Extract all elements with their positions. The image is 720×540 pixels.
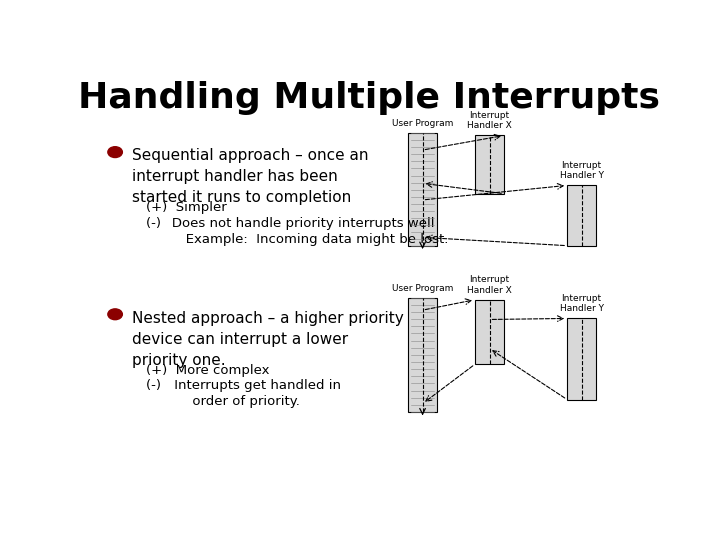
- Bar: [408, 298, 437, 412]
- Text: Sequential approach – once an
interrupt handler has been
started it runs to comp: Sequential approach – once an interrupt …: [132, 148, 369, 205]
- Text: (-)  Interrupts get handled in
       order of priority.: (-) Interrupts get handled in order of p…: [145, 379, 341, 408]
- Text: (+)  More complex: (+) More complex: [145, 364, 269, 377]
- Text: Interrupt
Handler Y: Interrupt Handler Y: [559, 294, 603, 313]
- Circle shape: [108, 309, 122, 320]
- Bar: [567, 185, 596, 246]
- Text: Interrupt
Handler X: Interrupt Handler X: [467, 111, 512, 131]
- Bar: [475, 300, 504, 364]
- Bar: [475, 136, 504, 194]
- Text: Interrupt
Handler Y: Interrupt Handler Y: [559, 161, 603, 180]
- Circle shape: [108, 147, 122, 158]
- Text: (+)  Simpler: (+) Simpler: [145, 201, 227, 214]
- Text: Handling Multiple Interrupts: Handling Multiple Interrupts: [78, 82, 660, 116]
- Text: User Program: User Program: [392, 119, 454, 129]
- Text: Nested approach – a higher priority
device can interrupt a lower
priority one.: Nested approach – a higher priority devi…: [132, 311, 404, 368]
- Text: Interrupt
Handler X: Interrupt Handler X: [467, 275, 512, 295]
- Text: (-)  Does not handle priority interrupts well
      Example:  Incoming data migh: (-) Does not handle priority interrupts …: [145, 217, 448, 246]
- Text: User Program: User Program: [392, 284, 454, 293]
- Bar: [567, 319, 596, 400]
- Bar: [408, 133, 437, 246]
